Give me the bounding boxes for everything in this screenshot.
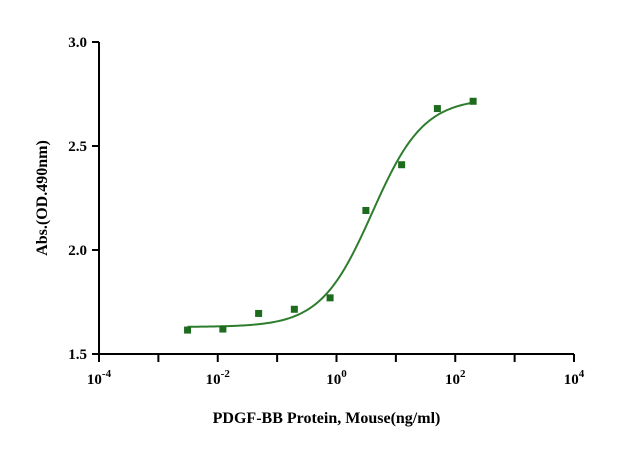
data-point — [184, 326, 192, 334]
x-tick-label: 102 — [445, 368, 466, 388]
data-point — [219, 325, 227, 333]
y-tick-label: 2.5 — [68, 139, 87, 155]
axes — [98, 42, 574, 355]
data-points — [184, 97, 477, 334]
y-axis-title: Abs.(OD.490nm) — [34, 140, 51, 256]
y-ticks: 1.5 2.0 2.5 3.0 — [68, 35, 99, 363]
data-point — [362, 206, 370, 214]
data-point — [469, 97, 477, 105]
x-tick-label: 10-2 — [206, 368, 231, 388]
y-tick-label: 3.0 — [68, 35, 87, 51]
data-point — [398, 161, 406, 169]
y-tick-label: 2.0 — [68, 243, 87, 259]
fit-curve — [187, 101, 474, 328]
x-tick-label: 100 — [326, 368, 347, 388]
x-tick-label: 10-4 — [87, 368, 112, 388]
data-point — [290, 305, 298, 313]
y-tick-label: 1.5 — [68, 347, 87, 363]
x-ticks: 10-4 10-2 100 102 104 — [87, 354, 585, 388]
data-point — [255, 309, 263, 317]
x-axis-title: PDGF-BB Protein, Mouse(ng/ml) — [213, 410, 441, 427]
data-point — [433, 105, 441, 113]
x-tick-label: 104 — [564, 368, 585, 388]
data-point — [326, 294, 334, 302]
